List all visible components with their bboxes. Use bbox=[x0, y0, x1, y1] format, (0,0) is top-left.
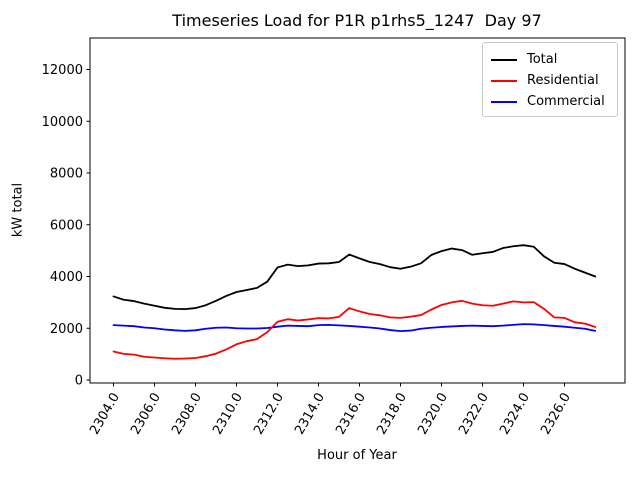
x-tick-label: 2314.0 bbox=[292, 391, 328, 438]
y-tick-label: 4000 bbox=[50, 270, 83, 285]
series-line-commercial bbox=[112, 323, 597, 333]
y-tick-label: 6000 bbox=[50, 218, 83, 233]
legend-label-commercial: Commercial bbox=[527, 94, 605, 109]
x-tick-label: 2304.0 bbox=[87, 391, 123, 438]
y-tick-label: 2000 bbox=[50, 322, 83, 337]
x-tick-label: 2326.0 bbox=[538, 391, 574, 438]
series-line-residential bbox=[112, 299, 597, 360]
y-tick-label: 0 bbox=[75, 374, 83, 389]
legend-label-residential: Residential bbox=[527, 73, 599, 88]
chart-title: Timeseries Load for P1R p1rhs5_1247 Day … bbox=[172, 11, 542, 30]
x-tick-label: 2318.0 bbox=[374, 391, 410, 438]
x-tick-label: 2312.0 bbox=[251, 391, 287, 438]
y-tick-label: 10000 bbox=[42, 115, 83, 130]
y-axis-label: kW total bbox=[10, 182, 26, 238]
x-tick-label: 2322.0 bbox=[456, 391, 492, 438]
x-tick-label: 2316.0 bbox=[333, 391, 369, 438]
legend-item-residential: Residential bbox=[491, 70, 609, 91]
series-line-total bbox=[112, 244, 597, 311]
x-tick-label: 2310.0 bbox=[210, 391, 246, 438]
y-tick-label: 8000 bbox=[50, 167, 83, 182]
legend-item-total: Total bbox=[491, 49, 609, 70]
legend-line-residential-icon bbox=[491, 79, 517, 82]
x-tick-label: 2306.0 bbox=[128, 391, 164, 438]
legend-line-commercial-icon bbox=[491, 100, 517, 103]
y-tick-label: 12000 bbox=[42, 63, 83, 78]
x-tick-label: 2324.0 bbox=[497, 391, 533, 438]
x-tick-label: 2320.0 bbox=[415, 391, 451, 438]
x-axis-label: Hour of Year bbox=[317, 448, 397, 463]
x-tick-label: 2308.0 bbox=[169, 391, 205, 438]
legend: Total Residential Commercial bbox=[482, 42, 618, 117]
legend-label-total: Total bbox=[527, 52, 558, 67]
legend-line-total-icon bbox=[491, 58, 517, 61]
legend-item-commercial: Commercial bbox=[491, 91, 609, 112]
